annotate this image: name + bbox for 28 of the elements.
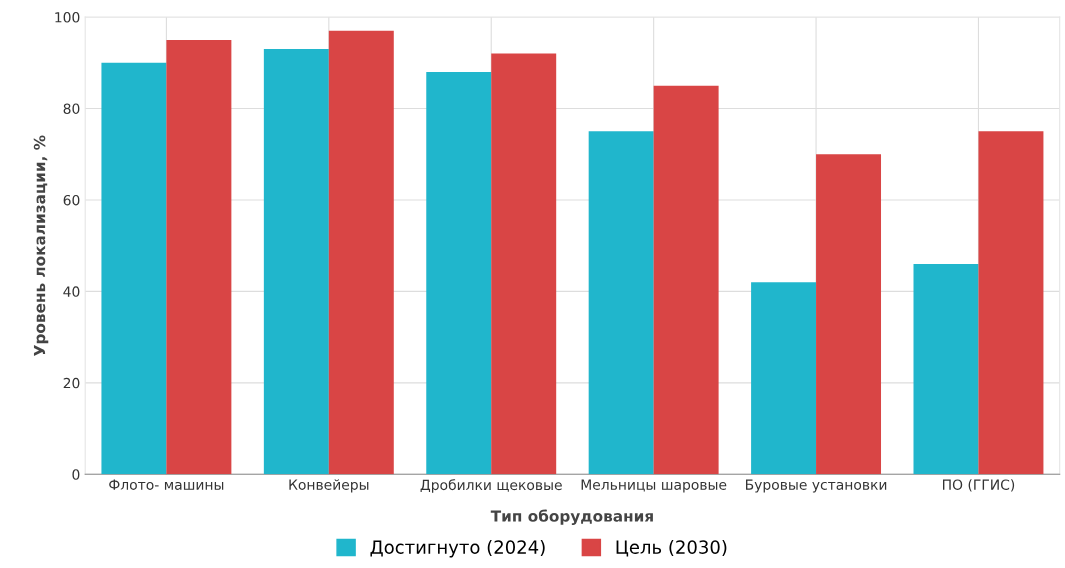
bar (166, 39, 232, 475)
x-tick-label: ПО (ГГИС) (943, 479, 1015, 492)
y-tick-label: 60 (63, 194, 80, 206)
bar (491, 53, 557, 475)
y-tick-label: 0 (72, 469, 80, 480)
y-tick-label: 20 (63, 377, 80, 389)
y-tick-label: 100 (55, 12, 80, 23)
x-tick-label: Буровые установки (746, 479, 887, 493)
bar (913, 263, 979, 475)
y-tick-label: 40 (63, 286, 80, 297)
y-axis-title: Уровень локализации, % (33, 135, 49, 356)
y-tick-label: 80 (63, 103, 80, 114)
legend-label: Цель (2030) (616, 539, 727, 557)
x-tick-label: Конвейеры (289, 479, 369, 493)
bar (101, 62, 167, 475)
x-tick-label: Флото- машины (109, 479, 224, 490)
bar (328, 30, 394, 475)
bar (263, 49, 329, 475)
legend-label: Достигнуто (2024) (370, 539, 545, 558)
x-tick-label: Мельницы шаровые (581, 479, 727, 493)
bar (653, 85, 719, 475)
bar (426, 71, 492, 475)
bar (588, 131, 654, 475)
bar (816, 154, 882, 475)
x-axis-title: Тип оборудования (490, 509, 653, 525)
bar (978, 131, 1044, 475)
x-tick-label: Дробилки щековые (420, 479, 562, 493)
bar (751, 282, 817, 475)
